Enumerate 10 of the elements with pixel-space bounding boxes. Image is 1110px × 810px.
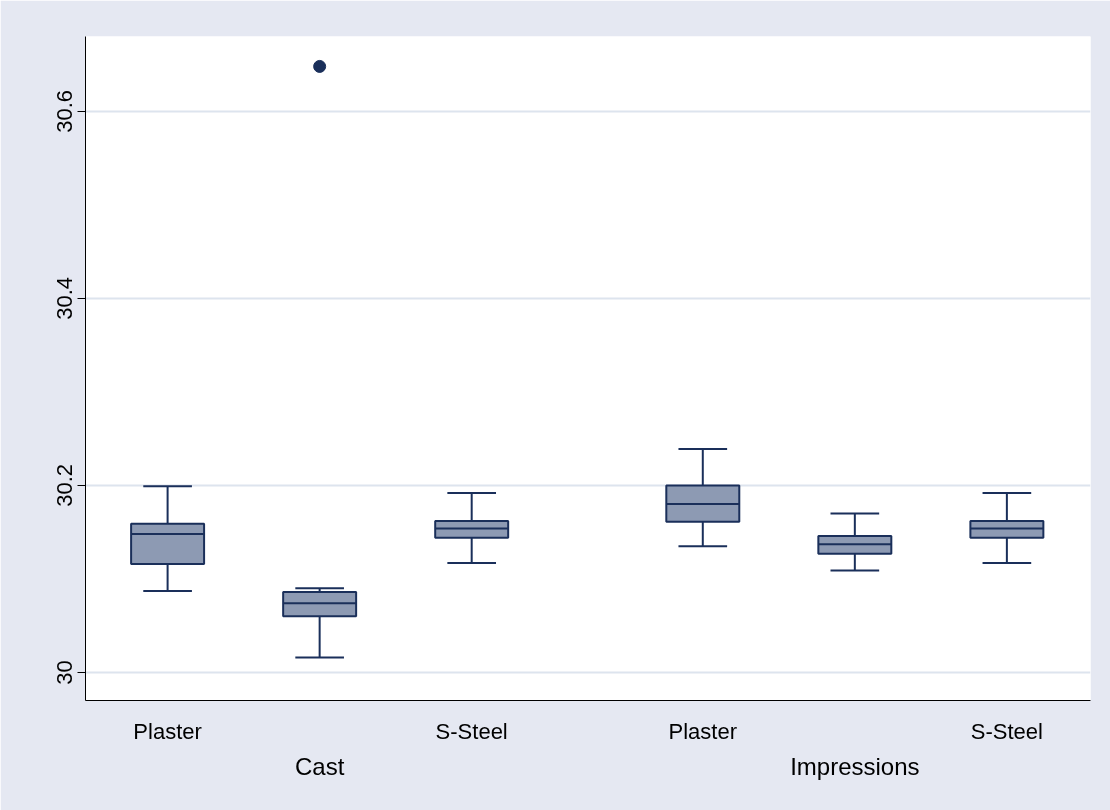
y-tick-label: 30.4 xyxy=(52,276,78,320)
text: Impressions xyxy=(790,752,920,780)
y-tick-label: 30.2 xyxy=(52,463,78,507)
x-tick-label: Plaster xyxy=(133,718,202,744)
x-tick-label: S-Steel xyxy=(435,718,508,744)
x-tick-label: S-Steel xyxy=(970,718,1043,744)
x-tick-label: Plaster xyxy=(668,718,738,744)
y-tick-label: 30.6 xyxy=(52,89,78,133)
text: Cast xyxy=(294,752,345,780)
y-tick-label: 30 xyxy=(52,660,78,685)
